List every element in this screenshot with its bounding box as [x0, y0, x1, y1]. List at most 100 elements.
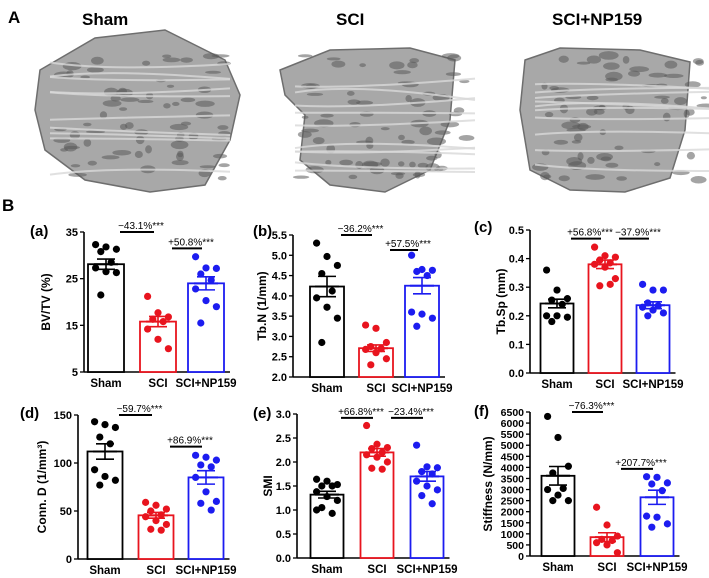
y-tick-label: 0.4 [509, 254, 525, 266]
x-tick-label: SCI [148, 378, 167, 390]
bone-pore [674, 97, 687, 105]
bone-pore [558, 55, 569, 63]
bar-sham [87, 263, 125, 373]
significance-label: −59.7%*** [117, 404, 163, 415]
data-point [92, 241, 100, 249]
y-tick-label: 3.5 [272, 311, 287, 323]
data-point [197, 499, 205, 507]
data-point [413, 477, 421, 485]
x-tick-label: Sham [89, 565, 120, 577]
data-point [333, 261, 341, 270]
y-tick-label: 6000 [501, 418, 525, 430]
bone-pore [205, 70, 222, 74]
data-point [613, 549, 622, 557]
bar-sci-np159 [187, 282, 225, 373]
bone-pore [202, 53, 220, 60]
bone-pore [326, 57, 341, 61]
y-tick-label: 1.5 [276, 481, 291, 493]
data-point [96, 433, 104, 441]
y-axis-label: BV/TV (%) [39, 273, 53, 330]
y-tick-label: 5000 [501, 440, 525, 452]
bone-pore [412, 172, 426, 178]
data-point [549, 469, 557, 477]
y-tick-label: 0.0 [276, 553, 291, 565]
data-point [192, 253, 200, 261]
bone-pore [426, 137, 447, 146]
panel-label: (e) [253, 405, 271, 422]
data-point [154, 335, 162, 343]
bone-pore [586, 108, 598, 116]
data-point [362, 321, 370, 329]
data-point [101, 472, 109, 481]
data-point [639, 280, 647, 288]
bone-pore [685, 108, 695, 116]
bone-pore [663, 73, 684, 78]
x-tick-label: Sham [541, 379, 572, 391]
data-point [428, 500, 436, 508]
bone-highlight [49, 168, 231, 176]
data-point [603, 521, 611, 529]
bone-pore [292, 175, 310, 179]
bone-highlight [49, 87, 231, 95]
data-point [101, 421, 109, 429]
data-point [207, 506, 215, 514]
data-point [653, 473, 661, 481]
data-point [644, 312, 652, 320]
bone-pore [576, 61, 591, 65]
bone-pore [163, 103, 171, 109]
y-tick-label: 0.2 [509, 311, 524, 323]
significance-label: +50.8%*** [168, 237, 214, 248]
bone-pore [86, 67, 104, 73]
y-tick-label: 0.1 [509, 339, 524, 351]
bone-pore [558, 175, 570, 182]
x-tick-label: SCI [597, 562, 616, 574]
bone-pore [180, 57, 193, 63]
bone-pore [83, 138, 92, 147]
data-point [333, 314, 341, 322]
y-tick-label: 2500 [501, 496, 525, 508]
bone-pore [434, 130, 451, 135]
chart-c: (c) Tb.Sp (mm) 0.0 0.1 0.2 0.3 0.4 0.5 Sham SCI SC… [474, 219, 684, 391]
data-point [373, 453, 381, 461]
data-point [544, 412, 552, 421]
x-tick-label: SCI [595, 379, 614, 391]
data-point [643, 473, 651, 481]
bone-pore [112, 149, 132, 156]
bone-pore [549, 86, 559, 91]
data-point [593, 539, 601, 547]
bone-pore [605, 162, 619, 168]
bone-pore [301, 128, 319, 133]
bone-pore [654, 162, 661, 167]
bone-highlight [534, 100, 709, 110]
data-point [202, 488, 210, 496]
panel-label: (f) [474, 403, 489, 420]
bone-pore [137, 99, 154, 104]
bone-render-sham [34, 29, 241, 193]
data-point [202, 453, 210, 461]
bone-pore [544, 111, 554, 118]
data-point [601, 252, 609, 260]
bone-pore [426, 155, 438, 161]
bone-pore [628, 70, 641, 77]
bone-pore [195, 100, 215, 107]
data-point [553, 312, 561, 320]
significance-label: +56.8%*** [567, 228, 613, 239]
data-point [154, 309, 162, 317]
data-point [564, 462, 573, 470]
bone-pore [654, 95, 670, 99]
x-tick-label: SCI+NP159 [175, 378, 236, 390]
bone-highlight [294, 169, 476, 173]
panel-label: (b) [253, 223, 272, 240]
data-point [663, 479, 672, 487]
data-point [428, 266, 436, 274]
chart-a: (a) BV/TV (%) 5 15 25 35 Sham SCI SCI+NP159 −43.1… [30, 221, 237, 390]
data-point [318, 269, 326, 278]
data-point [202, 297, 210, 305]
y-tick-label: 50 [60, 506, 72, 518]
data-point [428, 314, 436, 322]
bone-pore [586, 55, 602, 64]
y-tick-label: 4.0 [272, 291, 287, 303]
bone-pore [213, 153, 228, 159]
y-tick-label: 15 [66, 320, 78, 332]
bone-pore [166, 84, 175, 88]
